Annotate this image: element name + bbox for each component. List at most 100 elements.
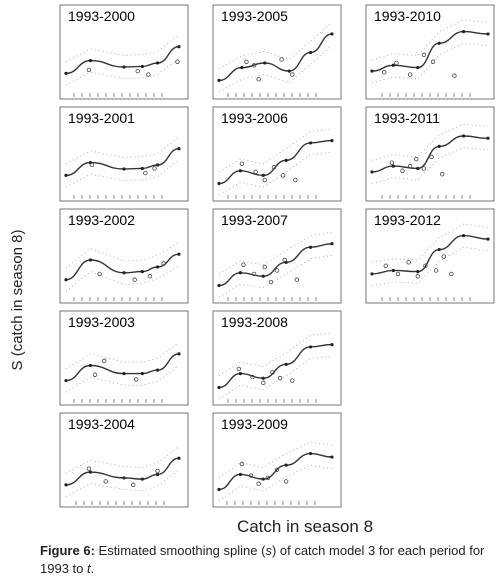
spline-knot xyxy=(88,258,93,262)
spline-knot xyxy=(122,476,126,480)
spline-knot xyxy=(370,272,374,276)
confidence-band-up xyxy=(218,231,332,275)
spline-knot xyxy=(217,283,221,288)
panel-title: 1993-2003 xyxy=(68,314,135,330)
data-point xyxy=(239,161,245,166)
spline-knot xyxy=(461,134,466,138)
spline-knot xyxy=(416,66,420,70)
spline-knot xyxy=(88,363,93,368)
data-point xyxy=(441,254,446,259)
data-point xyxy=(130,482,136,488)
spline-knot xyxy=(155,472,160,477)
spline-knot xyxy=(64,483,68,487)
data-point xyxy=(400,168,405,173)
spline-line xyxy=(371,234,489,275)
spline-knot xyxy=(238,169,242,173)
spline-line xyxy=(218,243,332,287)
data-point xyxy=(135,68,140,74)
spline-line xyxy=(218,343,332,389)
panel-1993-2000: 1993-2000 xyxy=(59,4,189,100)
caption-t: t xyxy=(87,561,91,576)
figure-panel-grid: S (catch in season 8) Catch in season 8 … xyxy=(9,4,495,536)
panel-frame xyxy=(212,106,342,202)
spline-knot xyxy=(122,372,126,376)
data-point xyxy=(262,264,267,270)
confidence-band-lo xyxy=(65,57,180,86)
spline-knot xyxy=(155,368,160,372)
spline-line xyxy=(218,33,333,82)
confidence-band-up xyxy=(65,136,180,165)
data-point xyxy=(103,479,108,484)
spline-knot xyxy=(140,64,144,69)
data-point xyxy=(251,271,257,277)
panel-1993-2005: 1993-2005 xyxy=(212,4,342,100)
confidence-band-lo xyxy=(218,255,332,298)
data-point xyxy=(395,271,401,277)
spline-knot xyxy=(64,71,68,75)
data-point xyxy=(433,268,439,273)
panel-title: 1993-2010 xyxy=(374,8,441,24)
data-point xyxy=(175,59,180,64)
data-point xyxy=(282,257,287,263)
confidence-band-lo xyxy=(65,265,180,292)
spline-knot xyxy=(155,163,160,167)
panel-title: 1993-2001 xyxy=(68,110,135,126)
data-point xyxy=(256,76,261,82)
data-point xyxy=(161,261,166,266)
spline-knot xyxy=(391,164,395,168)
panel-1993-2010: 1993-2010 xyxy=(365,4,495,100)
spline-knot xyxy=(330,455,334,459)
panel-1993-2007: 1993-2007 xyxy=(212,208,342,304)
data-point xyxy=(394,60,399,66)
panel-1993-2004: 1993-2004 xyxy=(59,412,189,508)
confidence-band-lo xyxy=(65,159,180,188)
spline-knot xyxy=(238,372,242,376)
spline-knot xyxy=(284,362,288,366)
spline-knot xyxy=(140,270,144,274)
panel-frame xyxy=(59,310,189,406)
spline-knot xyxy=(155,265,160,269)
spline-knot xyxy=(140,166,144,171)
panel-frame xyxy=(212,310,342,406)
panel-title: 1993-2007 xyxy=(221,212,288,228)
caption-text-2: ) of catch model 3 for each period for 1… xyxy=(40,543,485,576)
data-point xyxy=(429,154,434,160)
data-point xyxy=(86,67,92,73)
panels-group: 1993-2000 1993-2005 1993-2010 1993-2001 1993… xyxy=(59,4,495,508)
panel-title: 1993-2011 xyxy=(374,110,440,126)
confidence-band-lo xyxy=(65,365,180,393)
panel-frame xyxy=(212,412,342,508)
panel-1993-2008: 1993-2008 xyxy=(212,310,342,406)
data-point xyxy=(407,72,413,77)
spline-knot xyxy=(284,463,288,467)
spline-knot xyxy=(122,167,126,171)
spline-knot xyxy=(308,141,313,145)
spline-knot xyxy=(416,166,420,171)
spline-knot xyxy=(177,252,181,256)
panel-1993-2003: 1993-2003 xyxy=(59,310,189,406)
x-axis-label: Catch in season 8 xyxy=(237,517,373,536)
data-point xyxy=(236,366,242,372)
spline-line xyxy=(371,30,489,72)
spline-knot xyxy=(238,472,242,477)
data-point xyxy=(270,370,275,375)
confidence-band-up xyxy=(65,341,180,370)
data-point xyxy=(283,479,289,484)
spline-knot xyxy=(370,170,374,174)
spline-knot xyxy=(88,470,93,474)
data-point xyxy=(241,262,246,267)
data-point xyxy=(147,274,153,279)
spline-knot xyxy=(486,136,490,140)
caption-s: s xyxy=(265,543,272,558)
spline-knot xyxy=(391,268,395,273)
data-point xyxy=(452,73,457,78)
data-point xyxy=(261,380,266,386)
data-point xyxy=(101,358,107,364)
panel-title: 1993-2006 xyxy=(221,110,288,126)
spline-knot xyxy=(330,242,334,246)
data-point xyxy=(290,378,295,383)
data-point xyxy=(155,468,160,474)
data-point xyxy=(86,466,92,471)
panel-1993-2012: 1993-2012 xyxy=(365,208,495,304)
confidence-band-up xyxy=(65,34,180,63)
